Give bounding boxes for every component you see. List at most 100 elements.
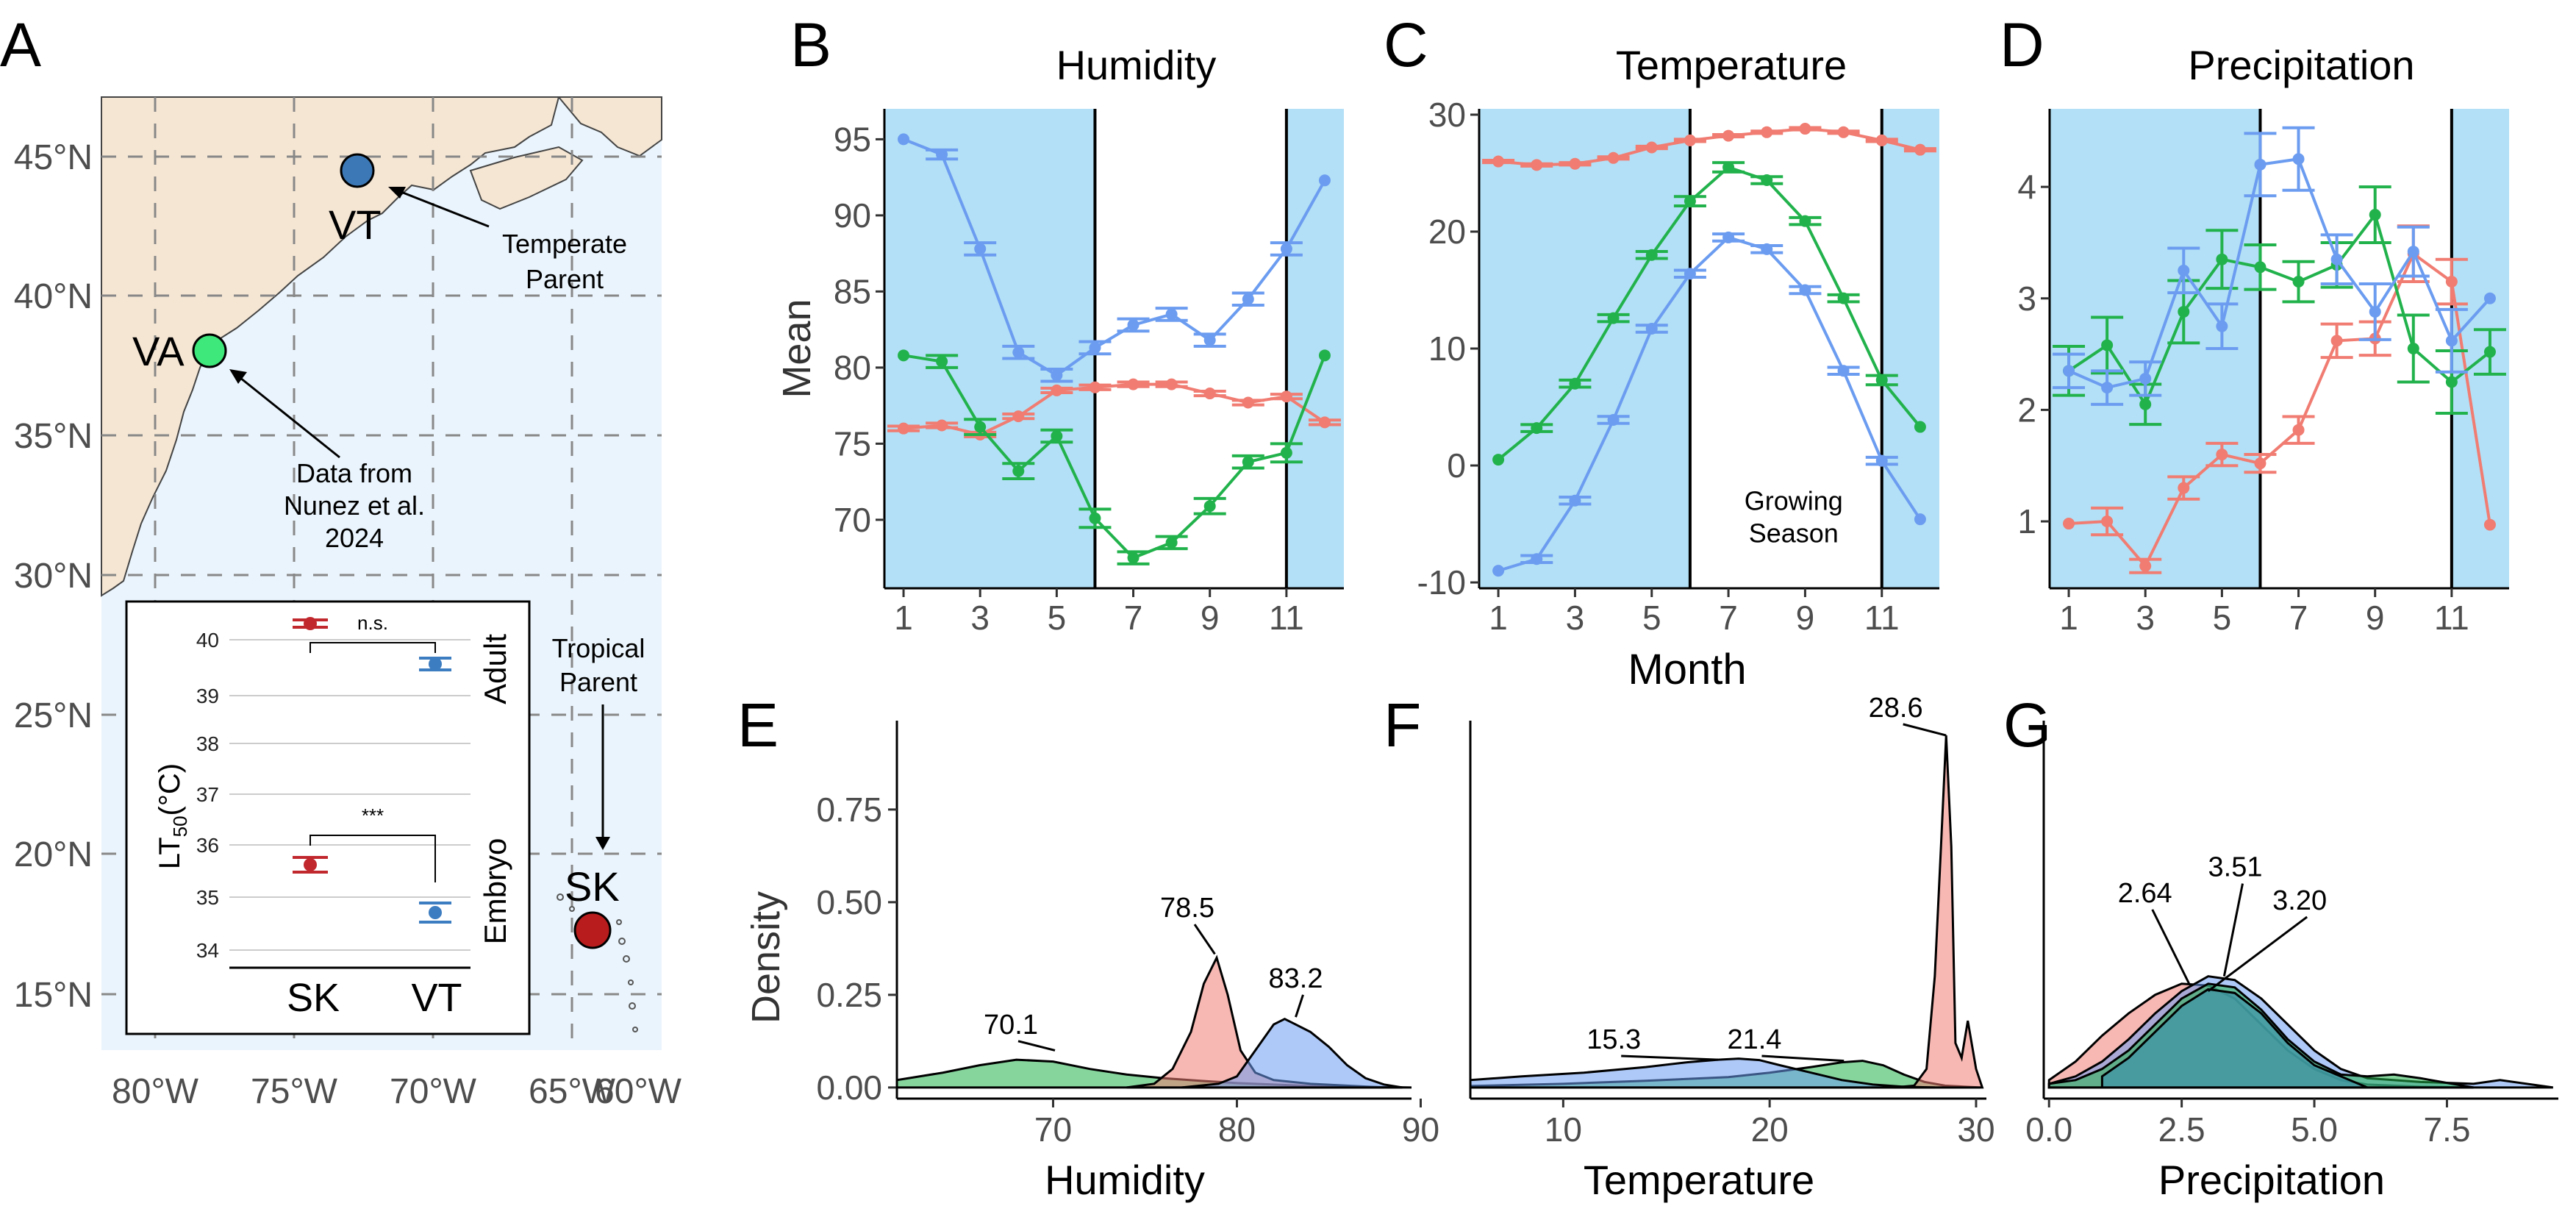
- inset-sig-adult: n.s.: [357, 612, 388, 634]
- density-area-blue: [1469, 1057, 1935, 1089]
- data-point-red: [2292, 424, 2305, 436]
- inset-lt50: 40 39 38 37 36 35 34 LT50(°C) SK VT Adul…: [125, 600, 531, 1035]
- site-va-marker: [192, 333, 227, 368]
- annotation-temperate: Temperate Parent: [388, 187, 627, 294]
- lat-label-30: 30°N: [14, 557, 93, 596]
- x-tick-label: 2.5: [2158, 1110, 2205, 1149]
- data-point-green: [2101, 339, 2114, 351]
- peak-label: 70.1: [984, 1010, 1038, 1041]
- chart-temperature-density: 10 20 30 Temperature 15.3 21.4 28.6: [1469, 693, 1995, 1203]
- y-tick-label: 85: [834, 272, 871, 310]
- series-line-green: [903, 354, 1326, 560]
- data-point-red: [936, 419, 948, 432]
- data-point-blue: [1165, 308, 1178, 321]
- inset-ytick-38: 38: [196, 732, 219, 755]
- data-point-green: [1127, 552, 1139, 564]
- data-point-green: [1051, 430, 1063, 443]
- growing-season-label-2: Season: [1749, 518, 1839, 548]
- y-axis-title: Mean: [775, 299, 819, 398]
- data-point-green: [936, 355, 948, 368]
- density-area-red: [1893, 735, 1984, 1089]
- density-area-blue: [1181, 1017, 1403, 1089]
- data-point-green: [1684, 195, 1696, 207]
- panel-letter-c: C: [1384, 10, 1428, 79]
- data-point-red: [1531, 159, 1543, 171]
- inset-strip-embryo: Embryo: [478, 838, 512, 945]
- panel-letter-a: A: [0, 10, 41, 79]
- lat-label-25: 25°N: [14, 696, 93, 735]
- panel-a: A 45°N 40°N: [0, 10, 682, 1111]
- data-point-blue: [2063, 365, 2075, 377]
- inset-gridlines: [229, 639, 471, 951]
- data-point-blue: [2407, 246, 2419, 258]
- x-tick-label: 90: [1402, 1110, 1439, 1149]
- x-tick-label: 3: [1566, 599, 1585, 637]
- data-point-blue: [1492, 565, 1505, 577]
- data-point-green: [1012, 465, 1025, 477]
- x-tick-label: 9: [1201, 599, 1220, 637]
- data-point-green: [1089, 512, 1101, 524]
- data-point-green: [2254, 261, 2266, 274]
- site-vt-label: VT: [329, 201, 382, 248]
- data-point-blue: [1531, 553, 1543, 565]
- lon-label-60: 60°W: [595, 1072, 682, 1111]
- y-tick-label: 1: [2017, 502, 2036, 540]
- x-tick-label: 5: [1642, 599, 1661, 637]
- data-point-red: [2445, 276, 2458, 288]
- x-tick-label: 7.5: [2423, 1110, 2470, 1149]
- data-point-red: [1645, 141, 1658, 154]
- data-point-red: [1318, 416, 1331, 429]
- data-point-green: [1318, 349, 1331, 362]
- data-point-blue: [1051, 369, 1063, 382]
- x-tick-label: 3: [970, 599, 990, 637]
- data-point-red: [1722, 129, 1735, 142]
- chart-humidity-density: 0.00 0.25 0.50 0.75 Density 70 80 90 Humidity 70.…: [744, 721, 1439, 1203]
- density-area-teal: [2100, 988, 2368, 1089]
- data-point-blue: [1645, 322, 1658, 335]
- x-tick-label: 11: [1864, 599, 1900, 637]
- lat-label-20: 20°N: [14, 835, 93, 874]
- series-blue: [898, 133, 1331, 383]
- lon-label-80: 80°W: [112, 1072, 199, 1111]
- data-point-green: [2407, 343, 2419, 354]
- data-point-blue: [2254, 158, 2266, 171]
- peak-label: 15.3: [1586, 1024, 1641, 1055]
- chart-humidity-monthly: 70 75 80 85 90 95 1 3 5 7 9 11 Humidity Mean: [775, 42, 1344, 637]
- season-shading-1: [1286, 109, 1344, 588]
- x-tick-label: 1: [2059, 599, 2078, 637]
- data-point-red: [1799, 123, 1811, 135]
- data-point-red: [2330, 335, 2343, 347]
- data-point-green: [2483, 346, 2496, 358]
- inset-xtick-sk: SK: [287, 976, 340, 1020]
- data-point-blue: [1875, 454, 1888, 467]
- annotation-tropical: Tropical Parent: [552, 633, 645, 850]
- y-tick-label: 70: [834, 501, 871, 539]
- peak-label-leader: [1903, 723, 1947, 737]
- data-point-blue: [1684, 268, 1696, 280]
- data-point-blue: [1799, 284, 1811, 296]
- x-axis-title: Precipitation: [2158, 1157, 2385, 1203]
- x-tick-label: 9: [2366, 599, 2385, 637]
- map-land-north: [557, 96, 662, 157]
- inset-ylabel: LT50(°C): [154, 763, 191, 869]
- series-green: [1492, 161, 1926, 466]
- panel-letter-d: D: [2000, 10, 2044, 79]
- data-point-red: [1684, 134, 1696, 146]
- inset-ytick-36: 36: [196, 834, 219, 857]
- inset-ytick-34: 34: [196, 939, 219, 962]
- data-point-blue: [1914, 513, 1926, 526]
- x-tick-label: 9: [1796, 599, 1815, 637]
- y-tick-label: 30: [1428, 96, 1466, 134]
- data-point-green: [1242, 456, 1254, 468]
- data-point-blue: [2139, 372, 2152, 385]
- inset-bracket-embryo: [310, 835, 436, 882]
- data-source-text-3: 2024: [325, 523, 384, 553]
- growing-season-label-1: Growing: [1745, 485, 1843, 515]
- inset-yticks: 40 39 38 37 36 35 34: [196, 629, 219, 962]
- y-tick-label: 95: [834, 120, 871, 158]
- chart-title: Temperature: [1616, 42, 1847, 88]
- data-point-red: [2483, 518, 2496, 531]
- data-point-red: [1569, 157, 1581, 170]
- inset-ytick-37: 37: [196, 783, 219, 806]
- chart-precipitation-monthly: 1 2 3 4 1 3 5 7 9 11 Precipitation: [2017, 42, 2509, 637]
